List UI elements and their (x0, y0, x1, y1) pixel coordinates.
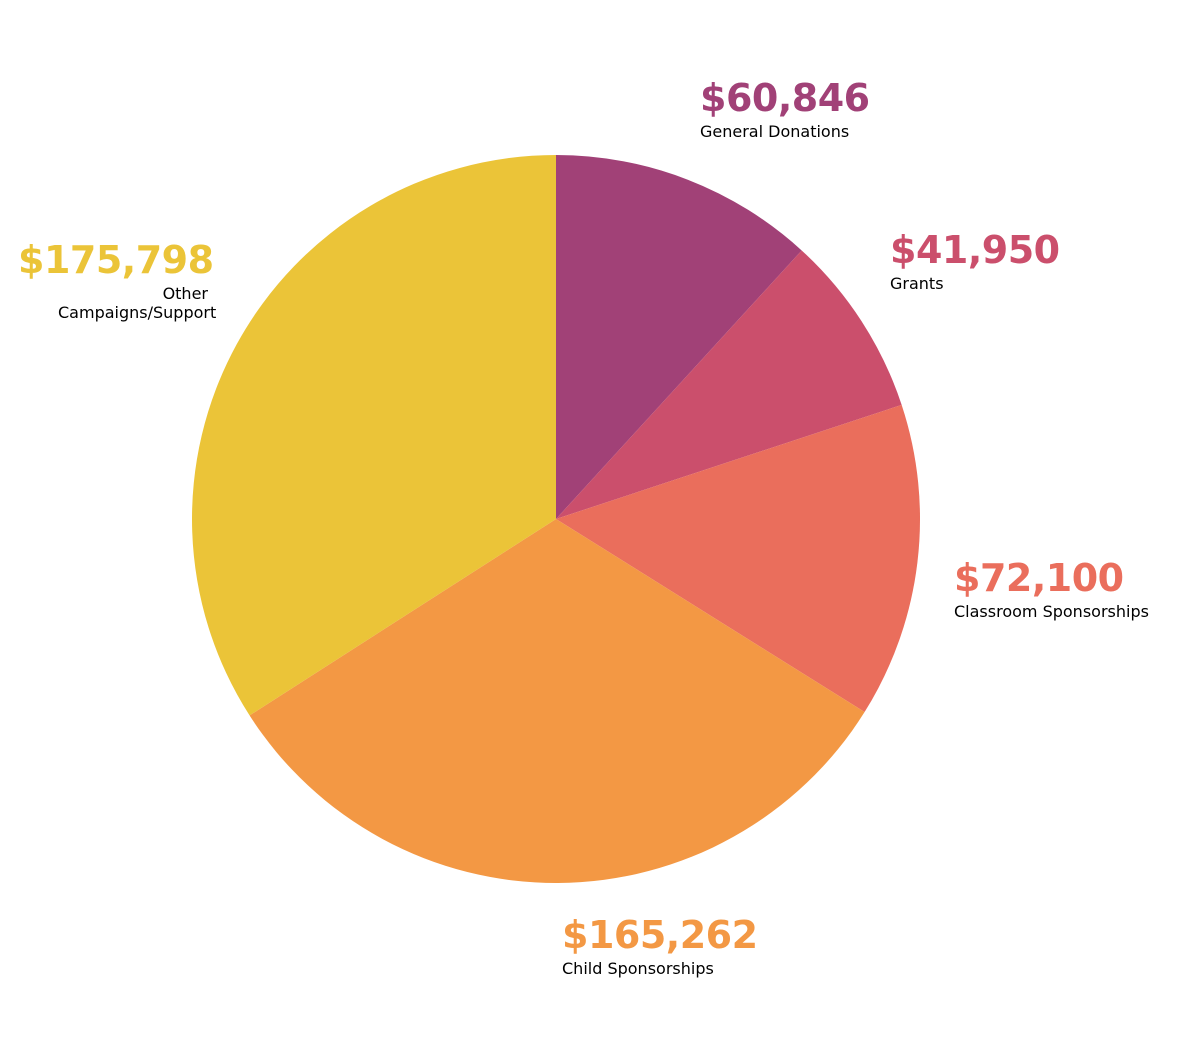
grants-slice (556, 250, 902, 519)
other-campaigns-name: Other Campaigns/Support (58, 284, 216, 322)
general-donations-amount: $60,846 (700, 76, 870, 120)
grants-name: Grants (890, 274, 944, 293)
child-sponsorships-amount: $165,262 (562, 913, 758, 957)
classroom-sponsorships-amount: $72,100 (954, 556, 1124, 600)
child-sponsorships-label: $165,262 Child Sponsorships (562, 915, 758, 978)
classroom-sponsorships-label: $72,100 Classroom Sponsorships (954, 558, 1149, 621)
classroom-sponsorships-name: Classroom Sponsorships (954, 602, 1149, 621)
general-donations-slice (556, 155, 802, 519)
classroom-sponsorships-slice (556, 404, 921, 713)
grants-amount: $41,950 (890, 228, 1060, 272)
general-donations-label: $60,846 General Donations (700, 78, 870, 141)
child-sponsorships-slice (249, 519, 865, 884)
general-donations-name: General Donations (700, 122, 850, 141)
other-campaigns-amount: $175,798 (18, 238, 214, 282)
other-campaigns-label: $175,798 Other Campaigns/Support (18, 238, 216, 322)
other-campaigns-name-text: Other Campaigns/Support (58, 284, 217, 322)
other-campaigns-slice (191, 155, 556, 716)
child-sponsorships-name: Child Sponsorships (562, 959, 714, 978)
grants-label: $41,950 Grants (890, 230, 1060, 293)
